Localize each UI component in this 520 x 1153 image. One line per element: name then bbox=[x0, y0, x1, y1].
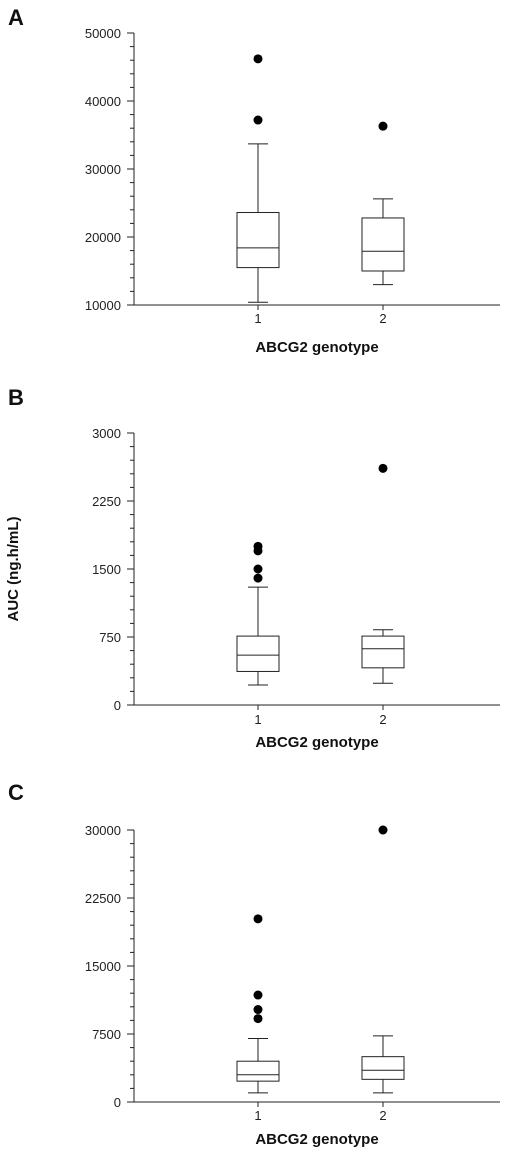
x-tick-label: 2 bbox=[379, 311, 386, 326]
y-tick-label: 50000 bbox=[85, 26, 121, 41]
y-tick-label: 20000 bbox=[85, 230, 121, 245]
outlier-point bbox=[253, 564, 263, 574]
outlier-point bbox=[253, 1005, 263, 1015]
y-tick-label: 10000 bbox=[85, 298, 121, 313]
iqr-box bbox=[236, 212, 280, 269]
iqr-box bbox=[361, 635, 405, 669]
iqr-box bbox=[236, 1060, 280, 1082]
y-tick-label: 30000 bbox=[85, 823, 121, 838]
x-tick-label: 1 bbox=[254, 712, 261, 727]
y-tick-label: 0 bbox=[114, 698, 121, 713]
y-tick-label: 30000 bbox=[85, 162, 121, 177]
outlier-point bbox=[378, 463, 388, 473]
box-c-genotype-1 bbox=[236, 914, 280, 1094]
outlier-point bbox=[253, 115, 263, 125]
y-tick-label: 2250 bbox=[92, 494, 121, 509]
y-tick-label: 7500 bbox=[92, 1027, 121, 1042]
outlier-point bbox=[253, 54, 263, 64]
x-tick-label: 2 bbox=[379, 712, 386, 727]
y-tick-label: 40000 bbox=[85, 94, 121, 109]
outlier-point bbox=[253, 573, 263, 583]
y-axis-title: AUC (ng.h/mL) bbox=[5, 517, 22, 622]
y-tick-label: 22500 bbox=[85, 891, 121, 906]
panel-label: B bbox=[8, 385, 24, 410]
y-tick-label: 1500 bbox=[92, 562, 121, 577]
y-tick-label: 15000 bbox=[85, 959, 121, 974]
x-axis-title: ABCG2 genotype bbox=[255, 734, 378, 751]
iqr-box bbox=[361, 217, 405, 272]
outlier-point bbox=[253, 1014, 263, 1024]
panel-label: A bbox=[8, 5, 24, 30]
outlier-point bbox=[378, 825, 388, 835]
box-c-genotype-2 bbox=[361, 825, 405, 1094]
outlier-point bbox=[253, 541, 263, 551]
panel-label: C bbox=[8, 780, 24, 805]
iqr-box bbox=[361, 1056, 405, 1080]
box-a-genotype-2 bbox=[361, 121, 405, 286]
x-tick-label: 1 bbox=[254, 311, 261, 326]
box-b-genotype-1 bbox=[236, 541, 280, 686]
box-b-genotype-2 bbox=[361, 463, 405, 684]
outlier-point bbox=[253, 990, 263, 1000]
x-axis-title: ABCG2 genotype bbox=[255, 339, 378, 356]
y-tick-label: 3000 bbox=[92, 426, 121, 441]
x-axis-title: ABCG2 genotype bbox=[255, 1131, 378, 1148]
y-tick-label: 0 bbox=[114, 1095, 121, 1110]
x-tick-label: 1 bbox=[254, 1108, 261, 1123]
outlier-point bbox=[378, 121, 388, 131]
x-tick-label: 2 bbox=[379, 1108, 386, 1123]
box-a-genotype-1 bbox=[236, 54, 280, 303]
outlier-point bbox=[253, 914, 263, 924]
y-tick-label: 750 bbox=[99, 630, 121, 645]
iqr-box bbox=[236, 635, 280, 672]
